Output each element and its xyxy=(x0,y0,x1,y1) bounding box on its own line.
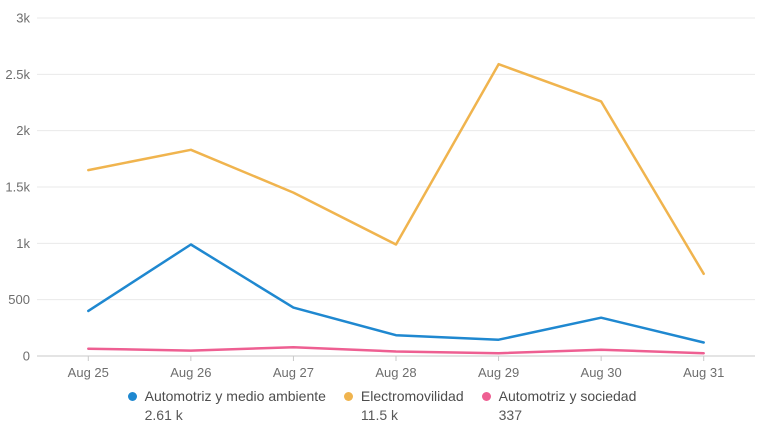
legend-item-automotriz-y-sociedad[interactable]: Automotriz y sociedad 337 xyxy=(481,387,637,425)
y-tick-label: 1k xyxy=(16,236,30,251)
chart-legend: Automotriz y medio ambiente 2.61 k Elect… xyxy=(0,387,764,425)
y-tick-label: 3k xyxy=(16,11,30,26)
series-dot-yellow xyxy=(343,392,353,401)
y-tick-label: 500 xyxy=(8,292,30,307)
y-tick-label: 2k xyxy=(16,123,30,138)
x-tick-label: Aug 30 xyxy=(581,365,622,380)
series-line-0[interactable] xyxy=(87,243,705,344)
legend-item-electromovilidad[interactable]: Electromovilidad 11.5 k xyxy=(343,387,464,425)
y-tick-label: 0 xyxy=(23,349,30,364)
y-axis-labels: 0 500 1k 1.5k 2k 2.5k 3k xyxy=(5,11,30,364)
legend-label: Automotriz y medio ambiente xyxy=(144,388,326,404)
series-dot-pink xyxy=(481,392,491,401)
legend-total: 337 xyxy=(498,407,522,423)
x-tick-label: Aug 25 xyxy=(68,365,109,380)
y-gridlines xyxy=(37,17,755,301)
x-tick-label: Aug 29 xyxy=(478,365,519,380)
legend-total: 2.61 k xyxy=(144,407,183,423)
legend-total: 11.5 k xyxy=(360,407,399,423)
x-tick-label: Aug 26 xyxy=(170,365,211,380)
series-dot-blue xyxy=(127,392,137,401)
legend-label: Automotriz y sociedad xyxy=(498,388,637,404)
x-axis-labels: Aug 25 Aug 26 Aug 27 Aug 28 Aug 29 Aug 30 Aug … xyxy=(68,356,724,380)
y-tick-label: 2.5k xyxy=(5,67,30,82)
legend-label: Electromovilidad xyxy=(360,388,464,404)
x-tick-label: Aug 28 xyxy=(375,365,416,380)
x-tick-label: Aug 27 xyxy=(273,365,314,380)
y-tick-label: 1.5k xyxy=(5,180,30,195)
series-line-1[interactable] xyxy=(87,62,705,276)
series-line-2[interactable] xyxy=(87,345,705,355)
x-tick-label: Aug 31 xyxy=(683,365,724,380)
legend-item-automotriz-y-medio-ambiente[interactable]: Automotriz y medio ambiente 2.61 k xyxy=(127,387,326,425)
